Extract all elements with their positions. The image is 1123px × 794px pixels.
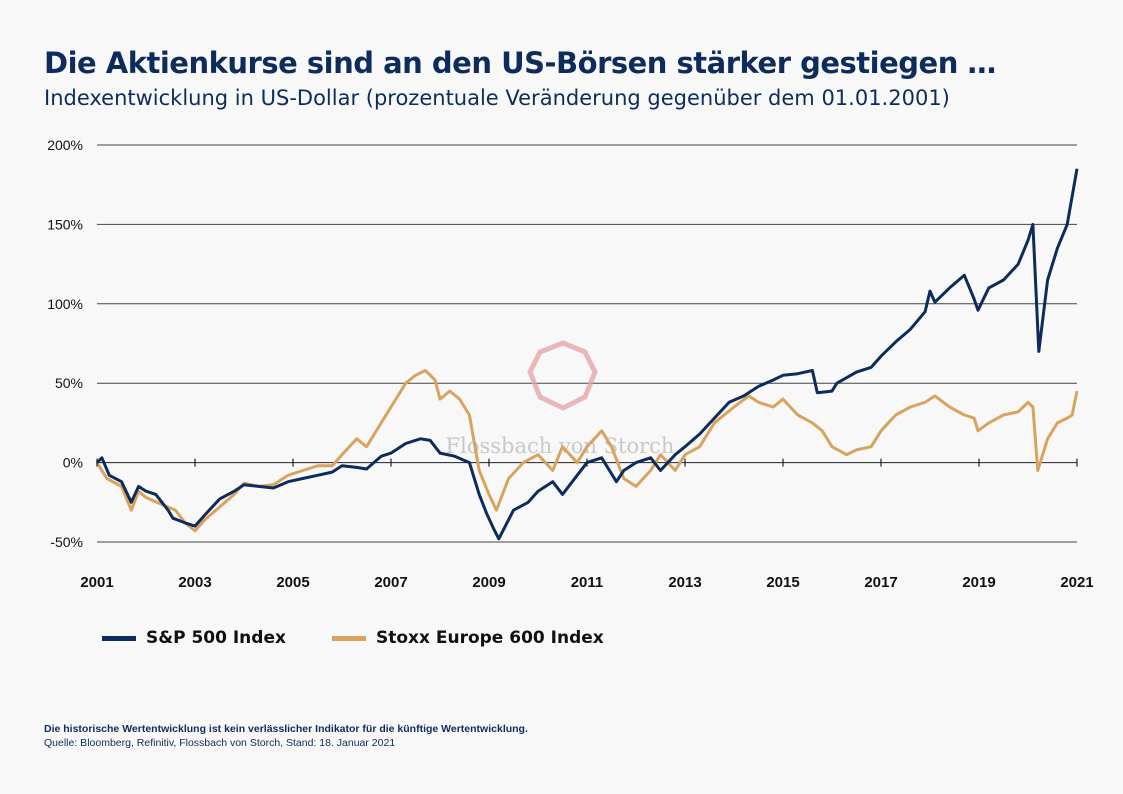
legend-item-sp500: S&P 500 Index [102,628,286,648]
y-tick-label: 0% [63,455,83,471]
grid-layer [97,144,1077,543]
x-tick-label: 2013 [668,574,701,591]
x-tick-label: 2021 [1060,574,1093,591]
line-chart: Flossbach von Storch -50% 0% 50% 100% 150% 20… [47,137,1094,591]
y-tick-label: 150% [47,216,83,232]
footer-disclaimer: Die historische Wertentwicklung ist kein… [44,723,528,735]
x-tick-label: 2015 [766,574,799,591]
x-tick-label: 2011 [571,574,604,591]
y-tick-label: 200% [47,137,83,153]
series-line-sp500 [95,168,1079,541]
x-tick-label: 2019 [962,574,995,591]
watermark: Flossbach von Storch [446,340,674,458]
legend-item-stoxx: Stoxx Europe 600 Index [331,628,604,648]
legend-label-sp500: S&P 500 Index [146,628,286,648]
legend-swatch-sp500 [102,635,136,641]
y-tick-label: 50% [55,375,83,391]
y-tick-label: 100% [47,296,83,312]
legend-swatch-stoxx [331,635,366,641]
x-tick-label: 2003 [178,574,211,591]
footer: Die historische Wertentwicklung ist kein… [44,722,528,750]
axis-layer: -50% 0% 50% 100% 150% 200% 2001 2003 2005 2007 200… [47,137,1094,591]
x-tick-label: 2017 [864,574,897,591]
footer-source: Quelle: Bloomberg, Refinitiv, Flossbach … [44,737,396,749]
x-tick-label: 2005 [276,574,309,591]
x-tick-label: 2007 [374,574,407,591]
series-layer [95,168,1079,541]
x-tick-label: 2009 [472,574,505,591]
watermark-logo-icon [527,340,598,411]
legend-label-stoxx: Stoxx Europe 600 Index [375,628,604,648]
x-tick-label: 2001 [80,574,113,591]
chart-title: Die Aktienkurse sind an den US-Börsen st… [44,46,996,80]
y-tick-label: -50% [50,534,83,550]
legend: S&P 500 Index Stoxx Europe 600 Index [102,628,650,648]
chart-subtitle: Indexentwicklung in US-Dollar (prozentua… [44,86,950,110]
